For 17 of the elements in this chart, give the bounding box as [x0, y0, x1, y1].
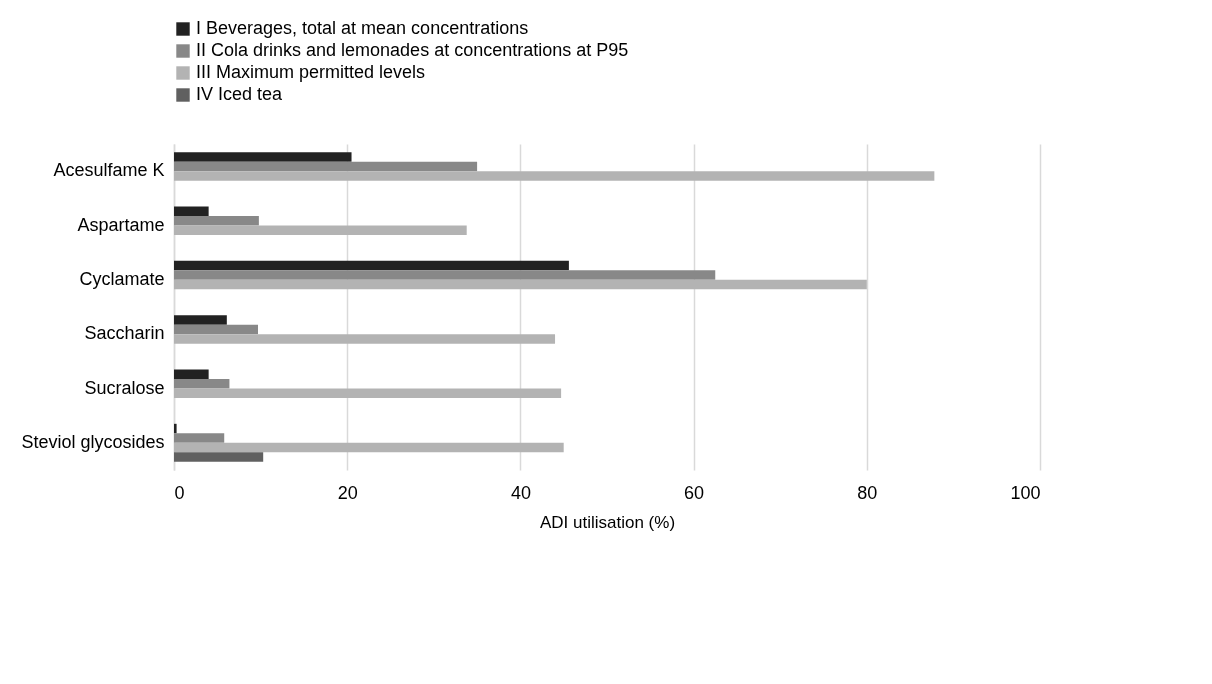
- x-tick-label: 80: [857, 482, 878, 503]
- y-tick-label: Aspartame: [77, 214, 165, 235]
- x-tick-label: 60: [684, 482, 705, 503]
- x-axis-title: ADI utilisation (%): [539, 512, 676, 532]
- x-tick-label: 0: [174, 482, 185, 503]
- y-tick-label: Acesulfame K: [53, 160, 165, 181]
- y-tick-label: Steviol glycosides: [21, 431, 165, 452]
- y-tick-label: Cyclamate: [79, 268, 165, 289]
- x-tick-label: 40: [510, 482, 531, 503]
- legend-label: I Beverages, total at mean concentrations: [196, 18, 529, 38]
- legend-label: IV Iced tea: [196, 84, 284, 104]
- y-tick-label: Saccharin: [84, 323, 165, 344]
- legend-label: II Cola drinks and lemonades at concentrations at P95: [196, 40, 629, 60]
- x-tick-label: 100: [1010, 482, 1041, 503]
- x-tick-label: 20: [337, 482, 358, 503]
- legend-label: III Maximum permitted levels: [196, 62, 426, 82]
- y-tick-label: Sucralose: [84, 377, 165, 398]
